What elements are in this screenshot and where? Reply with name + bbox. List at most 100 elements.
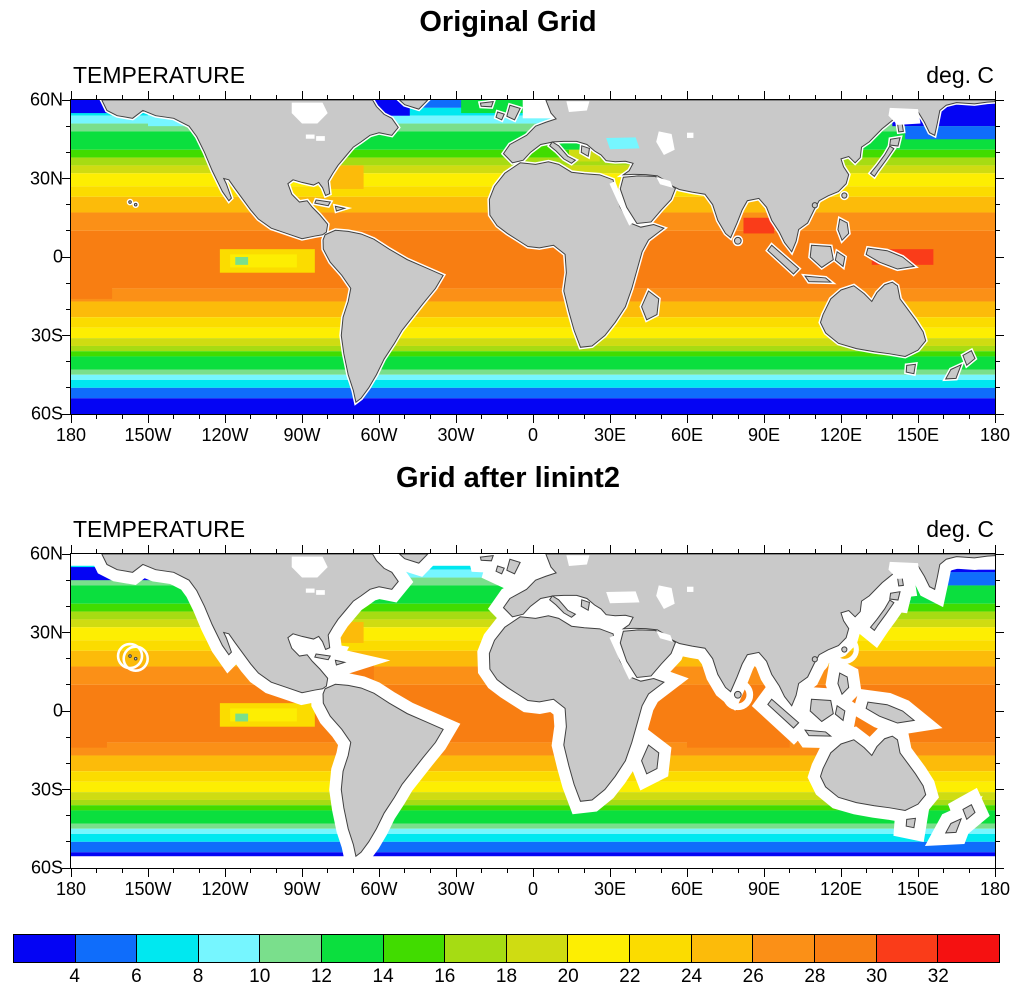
zonal-band-22-24 (71, 317, 995, 328)
lat-tick-label: 60S (30, 857, 63, 878)
lon-tick (789, 868, 791, 873)
lon-tick (943, 95, 945, 100)
lon-tick (173, 549, 175, 554)
lon-tick (583, 549, 585, 554)
feature-bay-of-bengal-hot (743, 217, 775, 234)
colorbar-cell-2 (74, 934, 138, 963)
lat-tick-label: 30S (30, 779, 63, 799)
colorbar-cell-1 (13, 934, 76, 963)
lon-tick (558, 414, 560, 419)
zonal-band-16-18 (71, 345, 995, 352)
lat-tick (62, 335, 71, 336)
lon-tick-label: 30E (593, 879, 627, 899)
missing-southern-edge (71, 856, 995, 868)
lon-tick (96, 414, 98, 419)
lon-tick (891, 95, 893, 100)
lon-tick (173, 95, 175, 100)
lat-tick (995, 632, 1004, 633)
lon-tick-label: 150W (124, 425, 172, 445)
lon-tick (404, 414, 406, 419)
black-sea-masked (606, 591, 640, 604)
colorbar (13, 934, 1001, 963)
colorbar-cell-5 (259, 934, 323, 963)
colorbar-level-label: 10 (249, 966, 271, 987)
lon-tick (789, 414, 791, 419)
lat-tick (995, 335, 1004, 336)
colorbar-cell-15 (875, 934, 939, 963)
lon-tick (429, 549, 431, 554)
colorbar-level-label: 24 (680, 966, 703, 987)
zonal-band-4-6 (71, 387, 995, 399)
lon-tick (866, 414, 868, 419)
colorbar-cell-8 (444, 934, 508, 963)
lon-tick (968, 414, 970, 419)
lon-tick (198, 414, 200, 419)
lon-tick (943, 414, 945, 419)
lat-tick (66, 684, 71, 686)
panel1-title: Original Grid (419, 6, 597, 38)
lon-tick (635, 414, 637, 419)
lat-tick (995, 789, 1004, 790)
colorbar-cell-7 (382, 934, 446, 963)
lat-tick (66, 815, 71, 817)
lon-tick (301, 91, 303, 100)
zonal-band-below 4 (71, 398, 995, 414)
lon-tick (686, 414, 688, 423)
lon-tick (455, 414, 457, 423)
lon-tick (840, 414, 842, 423)
lat-tick (995, 308, 1000, 310)
lon-tick (301, 414, 303, 423)
lat-tick (66, 151, 71, 153)
lon-tick-label: 90E (747, 425, 781, 445)
map-panel-original-grid: 180 150W 120W 90W 60W 30W 0 30E 60E 90E 120E 150E 18… (30, 90, 1010, 446)
lon-tick (352, 549, 354, 554)
lon-tick-label: 0 (527, 879, 539, 899)
lon-tick (429, 868, 431, 873)
lon-tick-label: 90E (747, 879, 781, 899)
lat-tick (995, 282, 1000, 284)
lon-tick (994, 868, 996, 877)
lat-tick (66, 605, 71, 607)
lon-tick (583, 95, 585, 100)
colorbar-cell-3 (136, 934, 200, 963)
lat-tick (66, 282, 71, 284)
lon-tick (404, 549, 406, 554)
lon-tick (763, 91, 765, 100)
lon-tick (198, 549, 200, 554)
lon-tick (737, 549, 739, 554)
lon-tick (506, 414, 508, 419)
lon-tick (994, 91, 996, 100)
lat-tick (62, 413, 71, 415)
lon-tick-label: 120E (819, 425, 863, 445)
lon-tick (327, 95, 329, 100)
lon-tick (275, 549, 277, 554)
zonal-band-8-10 (71, 115, 995, 124)
colorbar-level-label: 18 (495, 966, 518, 987)
lon-tick (275, 868, 277, 873)
lon-tick (532, 545, 534, 554)
lon-tick (712, 95, 714, 100)
zonal-band-20-22 (71, 781, 995, 793)
lon-tick (763, 545, 765, 554)
colorbar-cell-4 (197, 934, 261, 963)
colorbar-cell-16 (937, 934, 1001, 963)
lon-tick-label: 120E (819, 879, 863, 899)
lon-tick (609, 545, 611, 554)
lon-tick (660, 549, 662, 554)
zonal-band-16-18 (71, 799, 995, 806)
lon-tick-label: 90W (283, 879, 321, 899)
lat-tick-label: 60N (29, 89, 63, 110)
lon-tick (198, 95, 200, 100)
zonal-band-8-10 (71, 828, 995, 834)
lat-tick (995, 361, 1000, 363)
lon-tick (301, 868, 303, 877)
lon-tick (814, 414, 816, 419)
lon-tick (558, 95, 560, 100)
lat-tick-label: 60N (29, 543, 63, 564)
lat-tick (995, 99, 1004, 101)
lon-tick (429, 95, 431, 100)
zonal-band-18-20 (71, 792, 995, 800)
lon-tick (532, 868, 534, 877)
lon-tick-label: 90W (283, 425, 321, 445)
